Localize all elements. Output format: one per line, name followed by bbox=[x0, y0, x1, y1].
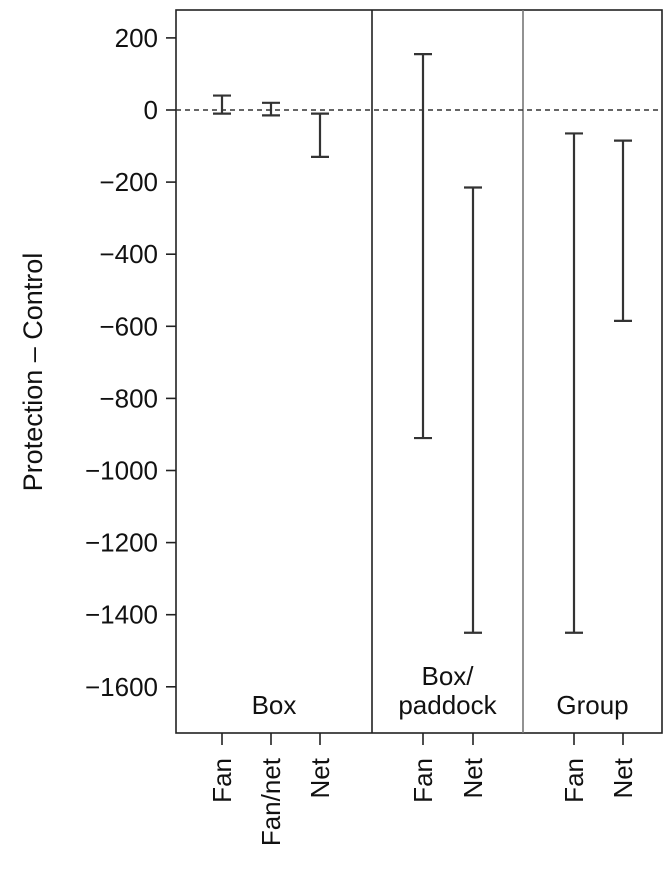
y-tick-label: 200 bbox=[115, 23, 158, 53]
y-tick-label: −1400 bbox=[85, 600, 158, 630]
x-tick-label: Net bbox=[608, 757, 638, 798]
plot-frame bbox=[175, 9, 663, 734]
y-tick-label: −200 bbox=[99, 167, 158, 197]
y-tick-label: −800 bbox=[99, 383, 158, 413]
plot-layer: 200 0 −200 −400 −600 −800 −1000 −1200 −1400 −1600… bbox=[85, 9, 663, 846]
panel-label: Box/ bbox=[421, 661, 474, 691]
x-tick-label: Net bbox=[305, 757, 335, 798]
y-tick-label: 0 bbox=[144, 95, 158, 125]
panel-label: paddock bbox=[398, 690, 497, 720]
y-tick-label: −1000 bbox=[85, 456, 158, 486]
y-axis-title: Protection – Control bbox=[18, 253, 48, 492]
x-tick-label: Fan bbox=[559, 758, 589, 803]
panel-label: Box bbox=[252, 690, 297, 720]
y-tick-label: −600 bbox=[99, 311, 158, 341]
x-tick-label: Net bbox=[458, 757, 488, 798]
x-tick-label: Fan/net bbox=[256, 757, 286, 846]
panel-label: Group bbox=[556, 690, 628, 720]
y-tick-label: −1600 bbox=[85, 672, 158, 702]
y-tick-label: −400 bbox=[99, 239, 158, 269]
x-tick-label: Fan bbox=[408, 758, 438, 803]
y-tick-label: −1200 bbox=[85, 528, 158, 558]
x-tick-label: Fan bbox=[207, 758, 237, 803]
